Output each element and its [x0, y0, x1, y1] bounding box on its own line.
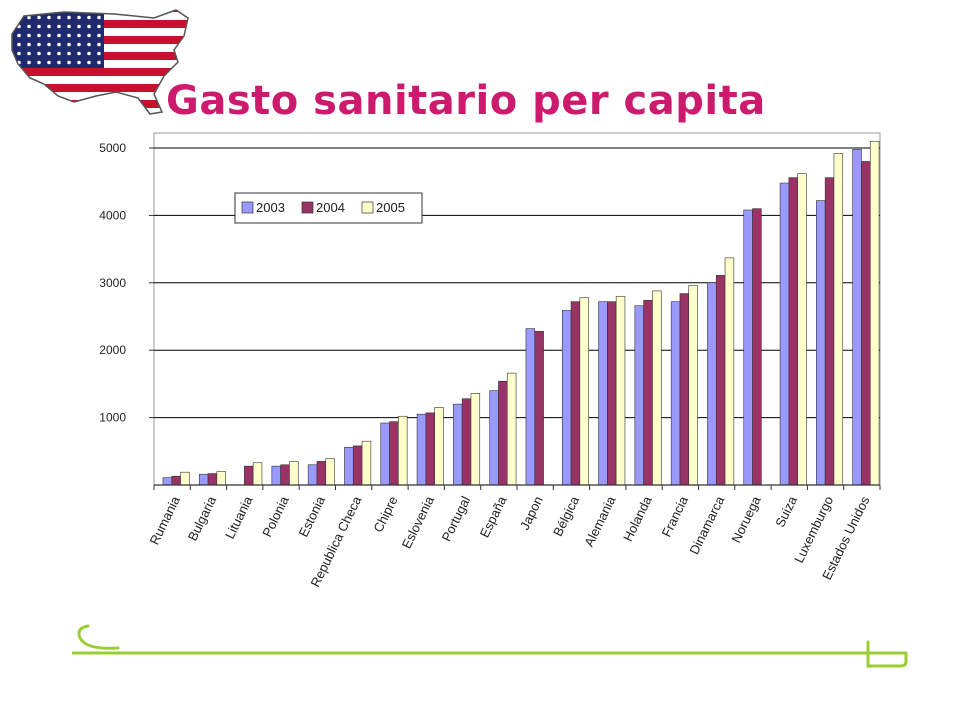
bar-2005: [470, 393, 481, 486]
bar-2004: [824, 177, 835, 486]
bar-2005: [615, 295, 626, 486]
bar-2003: [779, 182, 790, 486]
bar-2004: [171, 475, 181, 486]
bar-2003: [634, 305, 644, 486]
bar-2004: [752, 208, 762, 486]
bar-2003: [816, 200, 826, 486]
bar-2004: [461, 398, 472, 486]
category-label: Bulgaria: [185, 493, 220, 543]
category-label: Estonia: [296, 493, 329, 539]
bar-2004: [316, 461, 327, 486]
bar-2005: [180, 471, 190, 486]
category-label: Dinamarca: [686, 493, 727, 557]
bar-2004: [861, 161, 871, 486]
category-label: Lituania: [222, 493, 256, 541]
category-label: Polonia: [259, 493, 292, 539]
bar-2005: [833, 153, 844, 486]
legend-box: [234, 192, 423, 224]
bar-2003: [380, 422, 390, 486]
category-label: Japon: [517, 494, 546, 532]
bar-2004: [244, 465, 254, 486]
bar-2004: [534, 331, 544, 486]
y-tick-label: 4000: [99, 208, 126, 222]
legend: 2003 2004 2005: [234, 192, 423, 224]
bar-2003: [670, 301, 681, 486]
bar-2005: [434, 407, 444, 486]
bar-2005: [652, 290, 662, 486]
right-bracket-icon: [866, 640, 908, 668]
bar-2004: [389, 421, 399, 486]
bar-2005: [579, 297, 589, 486]
y-axis-ticks: 1000 2000 3000 4000 5000: [99, 141, 154, 425]
category-label: España: [477, 493, 510, 540]
bar-2004: [352, 445, 363, 486]
category-label: Noruega: [728, 493, 764, 545]
left-curl-icon: [77, 624, 120, 650]
category-label: Rumania: [147, 493, 184, 547]
y-tick-label: 1000: [99, 411, 126, 425]
legend-label: 2003: [256, 200, 285, 215]
bar-2004: [498, 380, 508, 486]
bar-2004: [570, 301, 581, 486]
bar-2005: [797, 173, 807, 486]
legend-swatch: [301, 201, 314, 214]
bar-2005: [289, 461, 299, 486]
bars: [162, 140, 880, 486]
legend-swatch: [361, 201, 374, 214]
bar-2003: [707, 282, 717, 486]
bar-2005: [398, 415, 408, 486]
bar-2004: [788, 177, 798, 486]
legend-swatch: [241, 201, 254, 214]
bar-2003: [743, 209, 753, 486]
category-label: Holanda: [620, 493, 655, 544]
bar-2005: [361, 440, 372, 486]
bar-2003: [344, 446, 354, 486]
bar-2005: [506, 372, 517, 486]
bar-2003: [198, 473, 209, 486]
bar-2004: [207, 473, 218, 486]
bar-2003: [598, 301, 608, 486]
category-label: Eslovenia: [399, 493, 438, 551]
bar-2005: [688, 285, 698, 486]
category-label: Suiza: [772, 493, 800, 529]
footer-decoration: [72, 624, 908, 668]
bar-2005: [325, 458, 335, 486]
bar-2005: [252, 462, 263, 486]
bar-2003: [525, 328, 536, 486]
y-tick-label: 3000: [99, 276, 126, 290]
y-tick-label: 5000: [99, 141, 126, 155]
bar-2005: [724, 257, 735, 486]
category-label: Alemania: [581, 493, 619, 549]
bar-2004: [607, 301, 617, 486]
bar-2003: [271, 465, 281, 486]
category-label: Portugal: [439, 494, 474, 544]
bar-2004: [643, 300, 653, 486]
bar-2004: [715, 275, 726, 486]
bar-2005: [869, 140, 880, 486]
category-labels: Rumania Bulgaria Lituania Polonia EstoniaRep…: [147, 485, 881, 589]
bar-chart: 1000 2000 3000 4000 5000 Rumania Bulgaria Litu…: [99, 132, 881, 589]
chart-frame: [153, 132, 881, 486]
bar-2003: [561, 310, 572, 486]
bar-2003: [453, 403, 463, 486]
page-title: Gasto sanitario per capita: [166, 78, 766, 124]
bar-2004: [280, 464, 290, 486]
legend-label: 2005: [376, 200, 405, 215]
bar-2003: [852, 149, 862, 486]
usa-flag-map-icon: [11, 9, 189, 115]
bar-2004: [425, 412, 435, 486]
bar-2005: [216, 471, 226, 486]
category-label: Francia: [659, 493, 692, 539]
category-label: Chipre: [370, 494, 400, 535]
bar-2003: [489, 390, 499, 486]
y-tick-label: 2000: [99, 343, 126, 357]
bar-2003: [307, 464, 318, 486]
legend-label: 2004: [316, 200, 345, 215]
bar-2003: [162, 477, 173, 486]
bar-2003: [416, 413, 427, 486]
bar-2004: [679, 293, 690, 486]
category-label: Bélgica: [550, 493, 583, 539]
